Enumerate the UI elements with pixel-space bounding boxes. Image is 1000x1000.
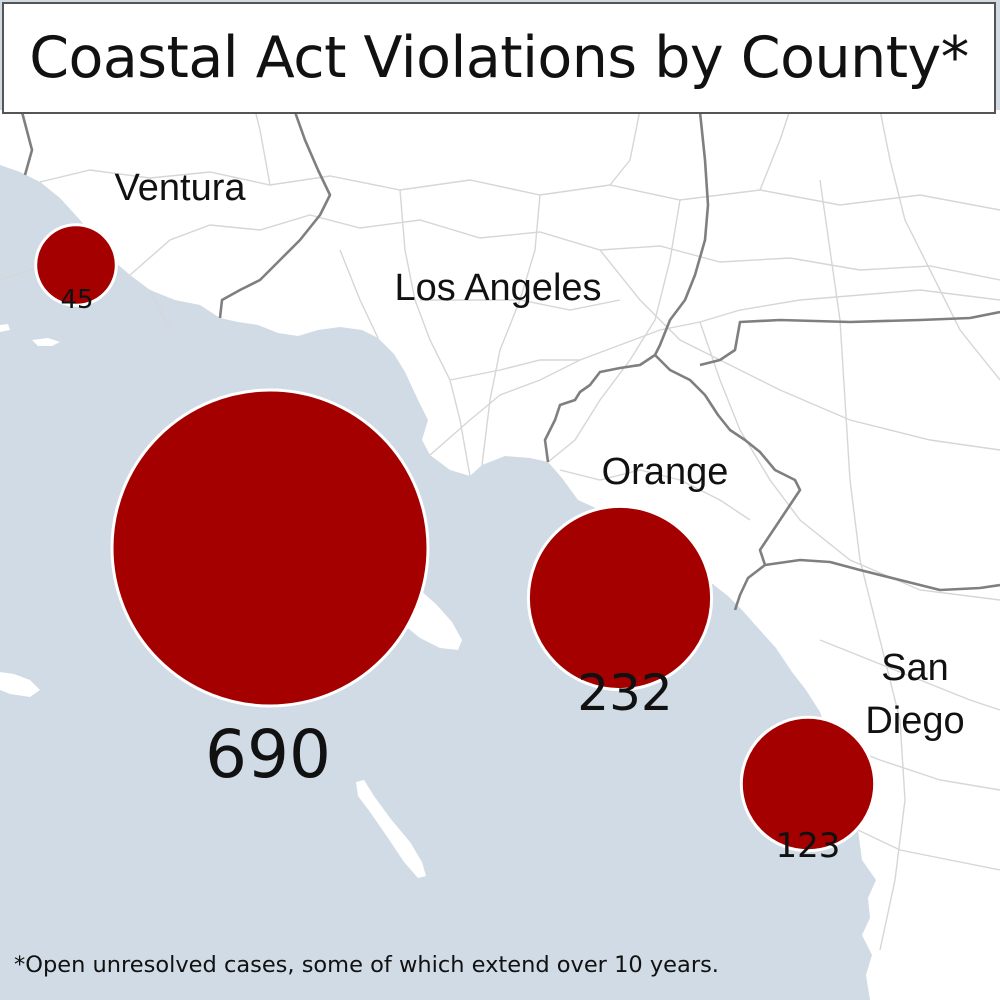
small-island-left [0, 324, 10, 332]
county-label-orange: Orange [602, 451, 729, 493]
title-box: Coastal Act Violations by County* [2, 2, 996, 114]
road-network [0, 109, 1000, 951]
footnote: *Open unresolved cases, some of which ex… [14, 952, 719, 978]
bubble-los-angeles [110, 388, 430, 708]
value-label-los-angeles: 690 [205, 716, 331, 793]
bubble-orange [526, 504, 714, 692]
san-clemente-island [356, 780, 426, 878]
county-label-ventura: Ventura [115, 167, 247, 209]
county-label-san-diego-line1: San [881, 647, 949, 689]
value-labels: 45 690 232 123 [60, 285, 840, 866]
value-label-ventura: 45 [60, 285, 93, 315]
bubble-san-diego [739, 715, 877, 853]
violation-bubbles [34, 223, 877, 853]
bubble-ventura [34, 223, 118, 307]
value-label-san-diego: 123 [776, 826, 841, 866]
county-label-san-diego-line2: Diego [865, 700, 964, 742]
small-island-north [32, 338, 60, 346]
value-label-orange: 232 [577, 664, 672, 722]
mainland [0, 110, 1000, 1000]
page-title: Coastal Act Violations by County* [29, 25, 969, 91]
county-labels: Ventura Los Angeles Orange San Diego [115, 167, 965, 742]
county-boundaries [20, 111, 1000, 611]
county-label-los-angeles: Los Angeles [394, 267, 601, 309]
small-island-west [0, 672, 40, 697]
